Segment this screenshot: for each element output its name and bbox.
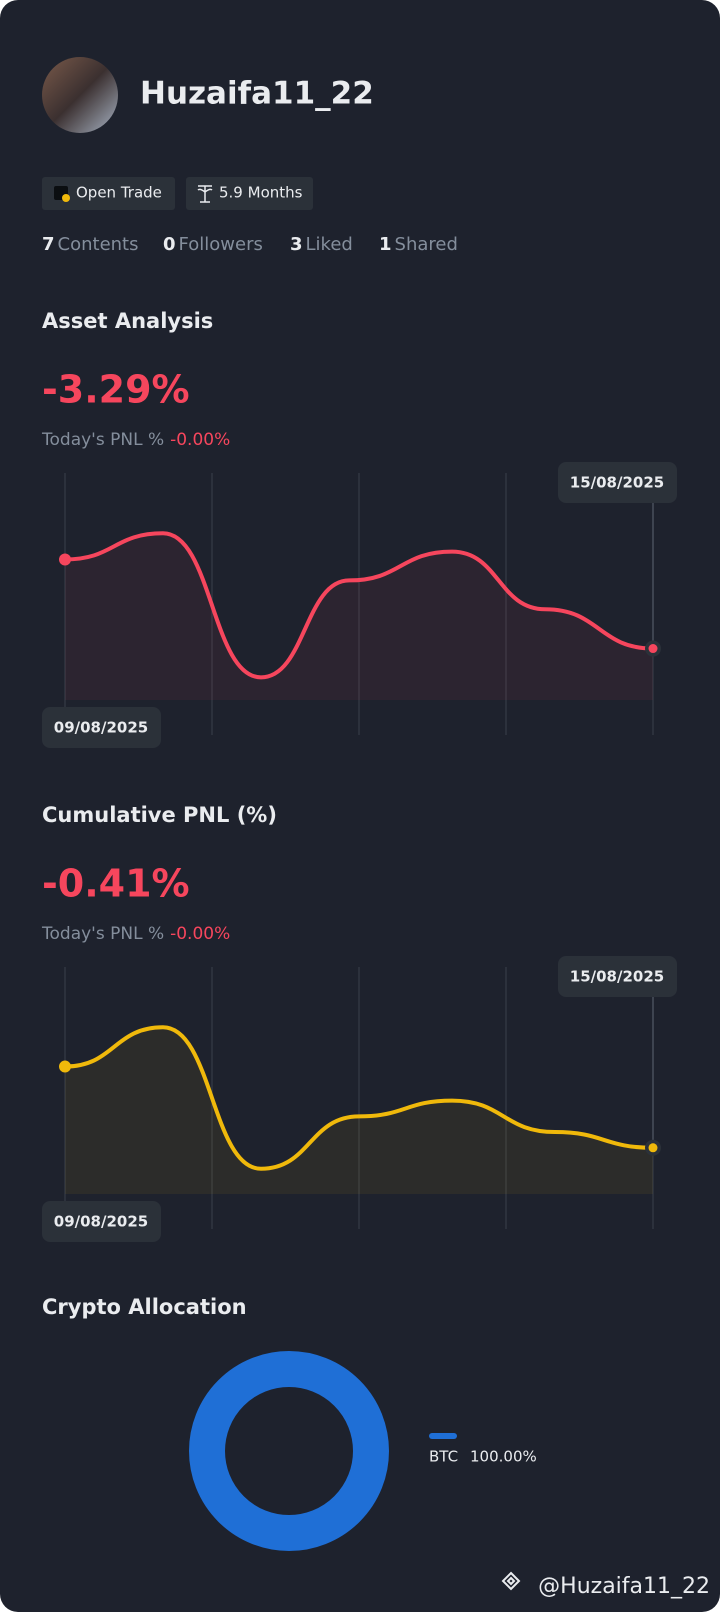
stat: 7 Contents xyxy=(42,234,139,255)
badge xyxy=(42,177,175,210)
pnl-value: -0.41% xyxy=(42,862,190,906)
end-date: 15/08/2025 xyxy=(570,968,664,986)
date-badge xyxy=(558,462,677,503)
watermark: @Huzaifa11_22 xyxy=(538,1574,710,1599)
user-name: Huzaifa11_22 xyxy=(140,76,374,112)
legend-swatch xyxy=(429,1433,457,1439)
stat-label: Liked xyxy=(306,234,353,255)
section-title: Asset Analysis xyxy=(42,309,213,333)
legend-label: BTC xyxy=(429,1448,458,1466)
logo xyxy=(501,1571,521,1591)
today-label: Today's PNL % xyxy=(41,924,164,944)
badge xyxy=(186,177,313,210)
today-pnl: Today's PNL % -0.00% xyxy=(41,924,230,944)
date-badge xyxy=(42,1201,161,1242)
stat-value: 7 xyxy=(42,234,55,255)
badge-icon xyxy=(62,194,70,202)
cumulative-pnl: Cumulative PNL (%) -0.41% Today's PNL % -0.… xyxy=(41,803,677,1242)
pnl-value: -3.29% xyxy=(42,368,190,412)
area-fill xyxy=(65,533,653,700)
end-dot xyxy=(648,1143,658,1153)
stat-value: 1 xyxy=(379,234,392,255)
badge-label: Open Trade xyxy=(76,184,162,202)
stat-label: Shared xyxy=(395,234,458,255)
section-title: Crypto Allocation xyxy=(42,1295,247,1319)
donut-slice xyxy=(189,1351,389,1551)
stat: 1 Shared xyxy=(379,234,458,255)
end-date: 15/08/2025 xyxy=(570,474,664,492)
today-label: Today's PNL % xyxy=(41,430,164,450)
end-dot xyxy=(648,644,658,654)
today-value: -0.00% xyxy=(170,924,230,944)
today-value: -0.00% xyxy=(170,430,230,450)
asset-analysis: Asset Analysis -3.29% Today's PNL % -0.00% 1… xyxy=(41,309,677,748)
stats: 7 Contents 0 Followers 3 Liked 1 Shared xyxy=(42,234,458,255)
section-title: Cumulative PNL (%) xyxy=(42,803,277,827)
legend-value: 100.00% xyxy=(470,1448,537,1466)
avatar[interactable] xyxy=(42,57,118,133)
start-dot xyxy=(59,1060,71,1073)
badge-icon xyxy=(197,185,213,203)
today-pnl: Today's PNL % -0.00% xyxy=(41,430,230,450)
stat-label: Followers xyxy=(179,234,263,255)
date-badge xyxy=(42,707,161,748)
start-dot xyxy=(59,553,71,566)
stat: 3 Liked xyxy=(290,234,353,255)
area-fill xyxy=(65,1027,653,1194)
stat-label: Contents xyxy=(58,234,139,255)
stat: 0 Followers xyxy=(163,234,263,255)
start-date: 09/08/2025 xyxy=(54,1213,148,1231)
start-date: 09/08/2025 xyxy=(54,719,148,737)
line xyxy=(64,531,654,680)
stat-value: 0 xyxy=(163,234,176,255)
stat-value: 3 xyxy=(290,234,303,255)
line xyxy=(64,1025,654,1171)
date-badge xyxy=(558,956,677,997)
allocation-chart: BTC 100.00% xyxy=(189,1351,537,1551)
badge-label: 5.9 Months xyxy=(219,184,303,202)
